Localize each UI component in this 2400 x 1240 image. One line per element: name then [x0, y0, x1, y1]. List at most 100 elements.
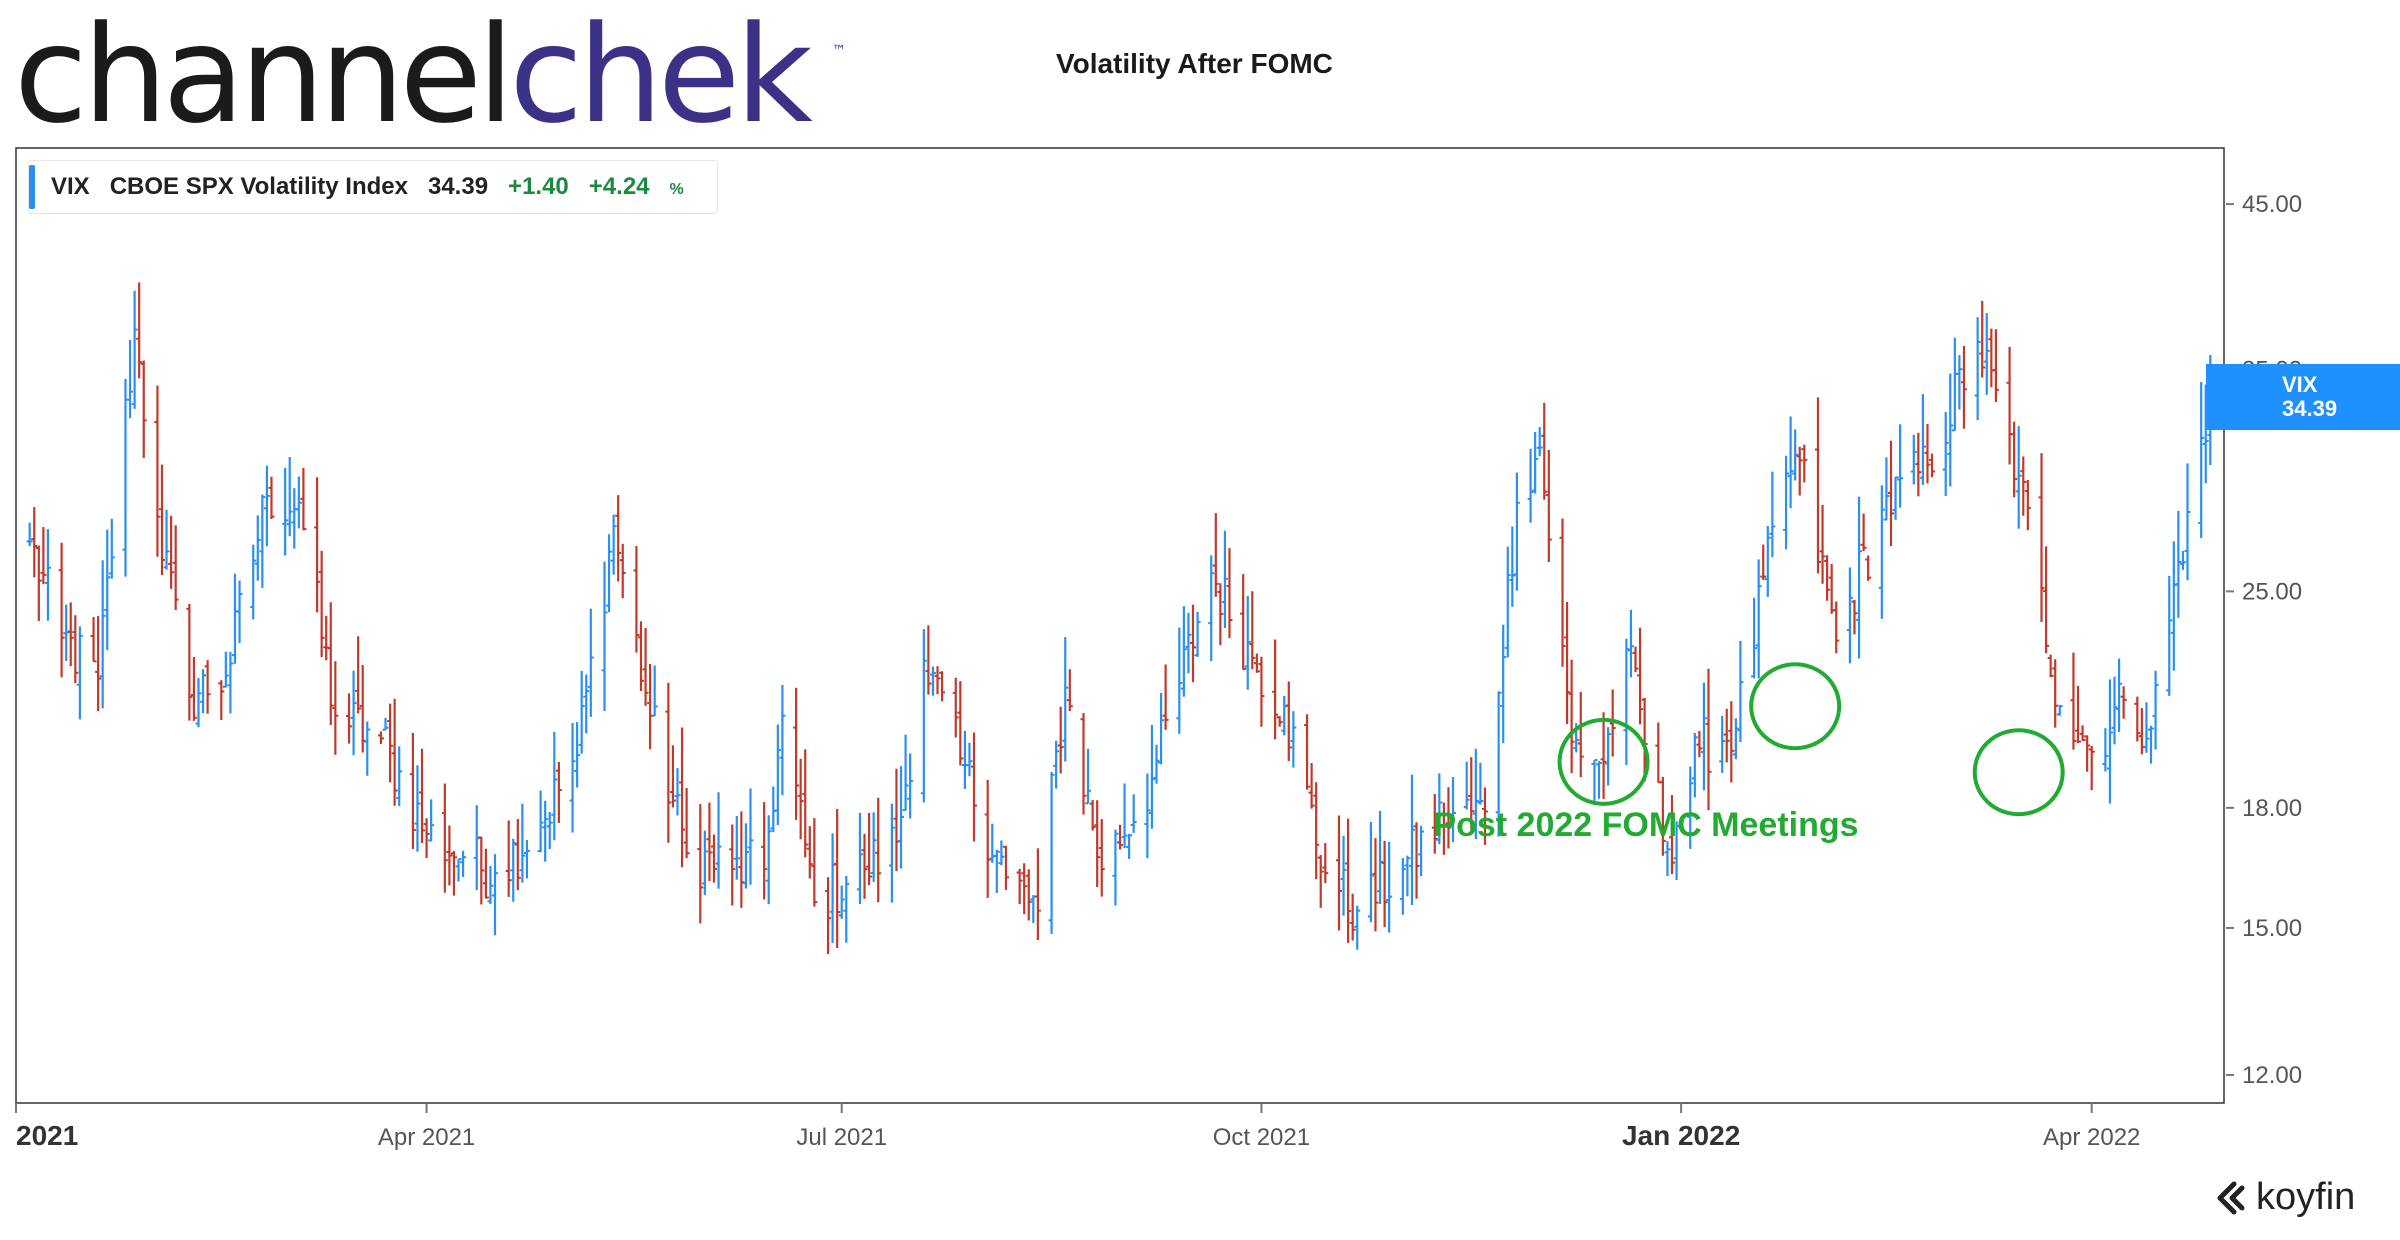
legend-change-pct: +4.24%: [589, 173, 684, 201]
x-tick-label: Oct 2021: [1213, 1124, 1310, 1151]
ohlc-bar: [806, 826, 813, 879]
ohlc-bar: [227, 651, 234, 714]
ohlc-bar: [423, 818, 430, 859]
ohlc-bar: [1860, 513, 1867, 552]
ohlc-bar: [514, 818, 521, 891]
ohlc-bar: [1536, 427, 1543, 457]
ohlc-bar: [665, 682, 672, 843]
ohlc-bar: [1504, 546, 1511, 658]
ohlc-bar: [989, 823, 996, 863]
ohlc-bar: [1509, 526, 1516, 607]
ohlc-bar: [2143, 702, 2150, 753]
ohlc-bar: [939, 671, 946, 702]
ohlc-bar: [1335, 815, 1342, 931]
ohlc-bar: [957, 681, 964, 766]
ohlc-bar: [1450, 777, 1457, 843]
ohlc-bar: [797, 758, 804, 840]
ohlc-bar: [2084, 735, 2091, 772]
ohlc-bar: [1728, 701, 1735, 783]
ohlc-bar: [1673, 821, 1680, 881]
ohlc-bar: [300, 467, 307, 531]
ohlc-bar: [1030, 895, 1037, 923]
ohlc-bar: [1951, 337, 1958, 432]
ohlc-bar: [674, 768, 681, 816]
ohlc-bar: [1249, 591, 1256, 670]
ohlc-bar: [428, 799, 435, 842]
ohlc-bar: [1272, 639, 1279, 740]
ohlc-bar: [391, 698, 398, 806]
ohlc-bar: [888, 803, 895, 903]
ohlc-bar: [1240, 574, 1247, 670]
ohlc-bar: [200, 669, 207, 714]
logo-part-chek: chek: [509, 0, 813, 153]
ohlc-bar: [774, 724, 781, 825]
ohlc-bar: [1591, 759, 1598, 802]
ohlc-bar: [551, 731, 558, 841]
ohlc-bar: [710, 834, 717, 883]
ohlc-bar: [984, 779, 991, 898]
ohlc-bar: [1705, 668, 1712, 811]
ohlc-bar: [314, 477, 321, 613]
legend-change: +1.40: [508, 173, 569, 200]
ohlc-bar: [1532, 432, 1539, 494]
y-tick-label: 15.00: [2242, 915, 2302, 942]
ohlc-bar: [993, 849, 1000, 894]
ohlc-bar: [1732, 718, 1739, 760]
ohlc-bar: [697, 804, 704, 924]
legend-price: 34.39: [427, 173, 489, 200]
ohlc-bar: [587, 608, 594, 717]
ohlc-bar: [619, 543, 626, 599]
ohlc-bar: [2152, 670, 2159, 750]
ohlc-bar: [825, 877, 832, 955]
x-tick-label: Jul 2021: [796, 1124, 887, 1151]
ohlc-bar: [1062, 637, 1069, 762]
ohlc-bar: [1194, 611, 1201, 657]
ohlc-bar: [1308, 763, 1315, 809]
ohlc-bar: [1760, 544, 1767, 580]
ohlc-bar: [1066, 669, 1073, 712]
koyfin-brand: koyfin: [2214, 1176, 2355, 1219]
ohlc-bar: [1919, 394, 1926, 485]
ohlc-bar: [2047, 654, 2054, 678]
ohlc-bar: [1960, 345, 1967, 429]
ohlc-bar: [1153, 744, 1160, 784]
ohlc-bar: [2006, 346, 2013, 465]
ohlc-bar: [2166, 575, 2173, 696]
ohlc-bar: [1463, 761, 1470, 810]
ohlc-bar: [377, 731, 384, 745]
ohlc-bar: [1253, 653, 1260, 673]
ohlc-bar: [204, 660, 211, 714]
ohlc-bar: [1290, 711, 1297, 768]
ohlc-bar: [346, 693, 353, 744]
chart-legend: VIX CBOE SPX Volatility Index 34.39 +1.4…: [28, 160, 718, 214]
ohlc-bar: [1545, 450, 1552, 562]
ohlc-bar: [1623, 638, 1630, 765]
ohlc-bar: [1974, 317, 1981, 421]
ohlc-bar: [332, 661, 339, 755]
ohlc-bar: [396, 746, 403, 807]
ohlc-bar: [761, 802, 768, 900]
ohlc-bar: [1737, 640, 1744, 742]
ohlc-bar: [1057, 706, 1064, 774]
ohlc-bar: [1887, 440, 1894, 546]
ohlc-bar: [866, 812, 873, 886]
y-tick-label: 45.00: [2242, 191, 2302, 218]
ohlc-bar: [1345, 818, 1352, 943]
ohlc-bar: [1276, 716, 1283, 727]
ohlc-bar: [154, 385, 161, 557]
ohlc-bar: [2015, 426, 2022, 529]
ohlc-bar: [811, 818, 818, 907]
ohlc-bar: [72, 615, 79, 684]
ohlc-bar: [492, 854, 499, 936]
ohlc-bar: [2070, 652, 2077, 750]
ohlc-bar: [1372, 838, 1379, 932]
ohlc-bar: [1021, 863, 1028, 915]
ohlc-bar: [1098, 819, 1105, 897]
ohlc-bar: [1399, 858, 1406, 915]
ohlc-bar: [95, 616, 102, 712]
ohlc-bar: [1130, 794, 1137, 833]
ohlc-bar: [701, 830, 708, 896]
ohlc-bar: [1769, 471, 1776, 558]
plot-area: [15, 147, 2225, 1104]
ohlc-bar: [519, 803, 526, 883]
